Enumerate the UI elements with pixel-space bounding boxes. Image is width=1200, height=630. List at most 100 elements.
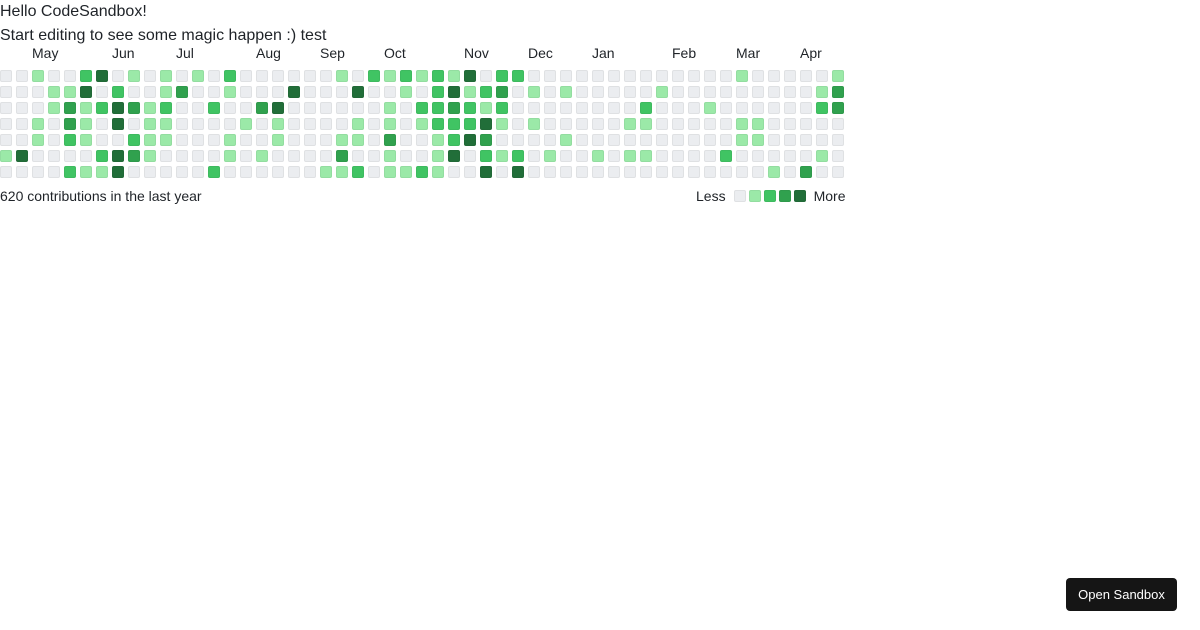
- contribution-day-cell[interactable]: [272, 70, 284, 82]
- contribution-day-cell[interactable]: [208, 118, 220, 130]
- contribution-day-cell[interactable]: [32, 150, 44, 162]
- contribution-day-cell[interactable]: [816, 166, 828, 178]
- contribution-day-cell[interactable]: [208, 70, 220, 82]
- contribution-day-cell[interactable]: [448, 102, 460, 114]
- contribution-day-cell[interactable]: [496, 86, 508, 98]
- contribution-day-cell[interactable]: [672, 70, 684, 82]
- contribution-day-cell[interactable]: [608, 70, 620, 82]
- contribution-day-cell[interactable]: [432, 166, 444, 178]
- contribution-day-cell[interactable]: [208, 86, 220, 98]
- contribution-day-cell[interactable]: [592, 166, 604, 178]
- contribution-day-cell[interactable]: [352, 134, 364, 146]
- contribution-day-cell[interactable]: [544, 70, 556, 82]
- contribution-day-cell[interactable]: [528, 166, 540, 178]
- contribution-day-cell[interactable]: [608, 134, 620, 146]
- contribution-day-cell[interactable]: [768, 118, 780, 130]
- contribution-day-cell[interactable]: [64, 134, 76, 146]
- contribution-day-cell[interactable]: [816, 118, 828, 130]
- contribution-day-cell[interactable]: [416, 70, 428, 82]
- contribution-day-cell[interactable]: [336, 118, 348, 130]
- contribution-day-cell[interactable]: [560, 134, 572, 146]
- contribution-day-cell[interactable]: [592, 102, 604, 114]
- contribution-day-cell[interactable]: [352, 102, 364, 114]
- contribution-day-cell[interactable]: [272, 102, 284, 114]
- contribution-day-cell[interactable]: [832, 102, 844, 114]
- contribution-day-cell[interactable]: [784, 166, 796, 178]
- contribution-day-cell[interactable]: [400, 134, 412, 146]
- contribution-day-cell[interactable]: [160, 70, 172, 82]
- contribution-day-cell[interactable]: [704, 166, 716, 178]
- contribution-day-cell[interactable]: [528, 150, 540, 162]
- contribution-day-cell[interactable]: [592, 70, 604, 82]
- contribution-day-cell[interactable]: [208, 150, 220, 162]
- contribution-day-cell[interactable]: [96, 70, 108, 82]
- contribution-day-cell[interactable]: [592, 118, 604, 130]
- contribution-day-cell[interactable]: [160, 134, 172, 146]
- contribution-day-cell[interactable]: [784, 86, 796, 98]
- contribution-day-cell[interactable]: [112, 166, 124, 178]
- contribution-day-cell[interactable]: [80, 134, 92, 146]
- open-sandbox-button[interactable]: Open Sandbox: [1066, 578, 1177, 611]
- contribution-day-cell[interactable]: [64, 118, 76, 130]
- contribution-day-cell[interactable]: [736, 70, 748, 82]
- contribution-day-cell[interactable]: [704, 70, 716, 82]
- contribution-day-cell[interactable]: [784, 150, 796, 162]
- contribution-day-cell[interactable]: [112, 118, 124, 130]
- contribution-day-cell[interactable]: [416, 166, 428, 178]
- contribution-day-cell[interactable]: [288, 150, 300, 162]
- contribution-day-cell[interactable]: [784, 102, 796, 114]
- contribution-day-cell[interactable]: [816, 70, 828, 82]
- contribution-day-cell[interactable]: [160, 118, 172, 130]
- contribution-day-cell[interactable]: [672, 118, 684, 130]
- contribution-day-cell[interactable]: [480, 118, 492, 130]
- contribution-day-cell[interactable]: [384, 86, 396, 98]
- contribution-day-cell[interactable]: [32, 86, 44, 98]
- contribution-day-cell[interactable]: [416, 134, 428, 146]
- contribution-day-cell[interactable]: [144, 70, 156, 82]
- contribution-day-cell[interactable]: [688, 166, 700, 178]
- contribution-day-cell[interactable]: [640, 134, 652, 146]
- contribution-day-cell[interactable]: [608, 118, 620, 130]
- contribution-day-cell[interactable]: [624, 134, 636, 146]
- contribution-day-cell[interactable]: [320, 150, 332, 162]
- contribution-day-cell[interactable]: [720, 86, 732, 98]
- contribution-day-cell[interactable]: [368, 150, 380, 162]
- contribution-day-cell[interactable]: [112, 86, 124, 98]
- contribution-day-cell[interactable]: [176, 102, 188, 114]
- contribution-day-cell[interactable]: [240, 166, 252, 178]
- contribution-day-cell[interactable]: [304, 166, 316, 178]
- contribution-day-cell[interactable]: [192, 134, 204, 146]
- contribution-day-cell[interactable]: [720, 150, 732, 162]
- contribution-day-cell[interactable]: [144, 150, 156, 162]
- contribution-day-cell[interactable]: [384, 150, 396, 162]
- contribution-day-cell[interactable]: [112, 150, 124, 162]
- contribution-day-cell[interactable]: [416, 150, 428, 162]
- contribution-day-cell[interactable]: [224, 166, 236, 178]
- contribution-day-cell[interactable]: [336, 150, 348, 162]
- contribution-day-cell[interactable]: [288, 70, 300, 82]
- contribution-day-cell[interactable]: [400, 150, 412, 162]
- contribution-day-cell[interactable]: [272, 134, 284, 146]
- contribution-day-cell[interactable]: [464, 118, 476, 130]
- contribution-day-cell[interactable]: [368, 134, 380, 146]
- contribution-day-cell[interactable]: [752, 118, 764, 130]
- contribution-day-cell[interactable]: [768, 70, 780, 82]
- contribution-day-cell[interactable]: [800, 118, 812, 130]
- contribution-day-cell[interactable]: [752, 102, 764, 114]
- contribution-day-cell[interactable]: [512, 86, 524, 98]
- contribution-day-cell[interactable]: [832, 166, 844, 178]
- contribution-day-cell[interactable]: [160, 86, 172, 98]
- contribution-day-cell[interactable]: [0, 150, 12, 162]
- contribution-day-cell[interactable]: [784, 134, 796, 146]
- contribution-day-cell[interactable]: [240, 102, 252, 114]
- contribution-day-cell[interactable]: [656, 118, 668, 130]
- contribution-day-cell[interactable]: [704, 86, 716, 98]
- contribution-day-cell[interactable]: [32, 102, 44, 114]
- contribution-day-cell[interactable]: [560, 150, 572, 162]
- contribution-day-cell[interactable]: [832, 150, 844, 162]
- contribution-day-cell[interactable]: [400, 118, 412, 130]
- contribution-day-cell[interactable]: [240, 118, 252, 130]
- contribution-day-cell[interactable]: [432, 102, 444, 114]
- contribution-day-cell[interactable]: [512, 70, 524, 82]
- contribution-day-cell[interactable]: [288, 118, 300, 130]
